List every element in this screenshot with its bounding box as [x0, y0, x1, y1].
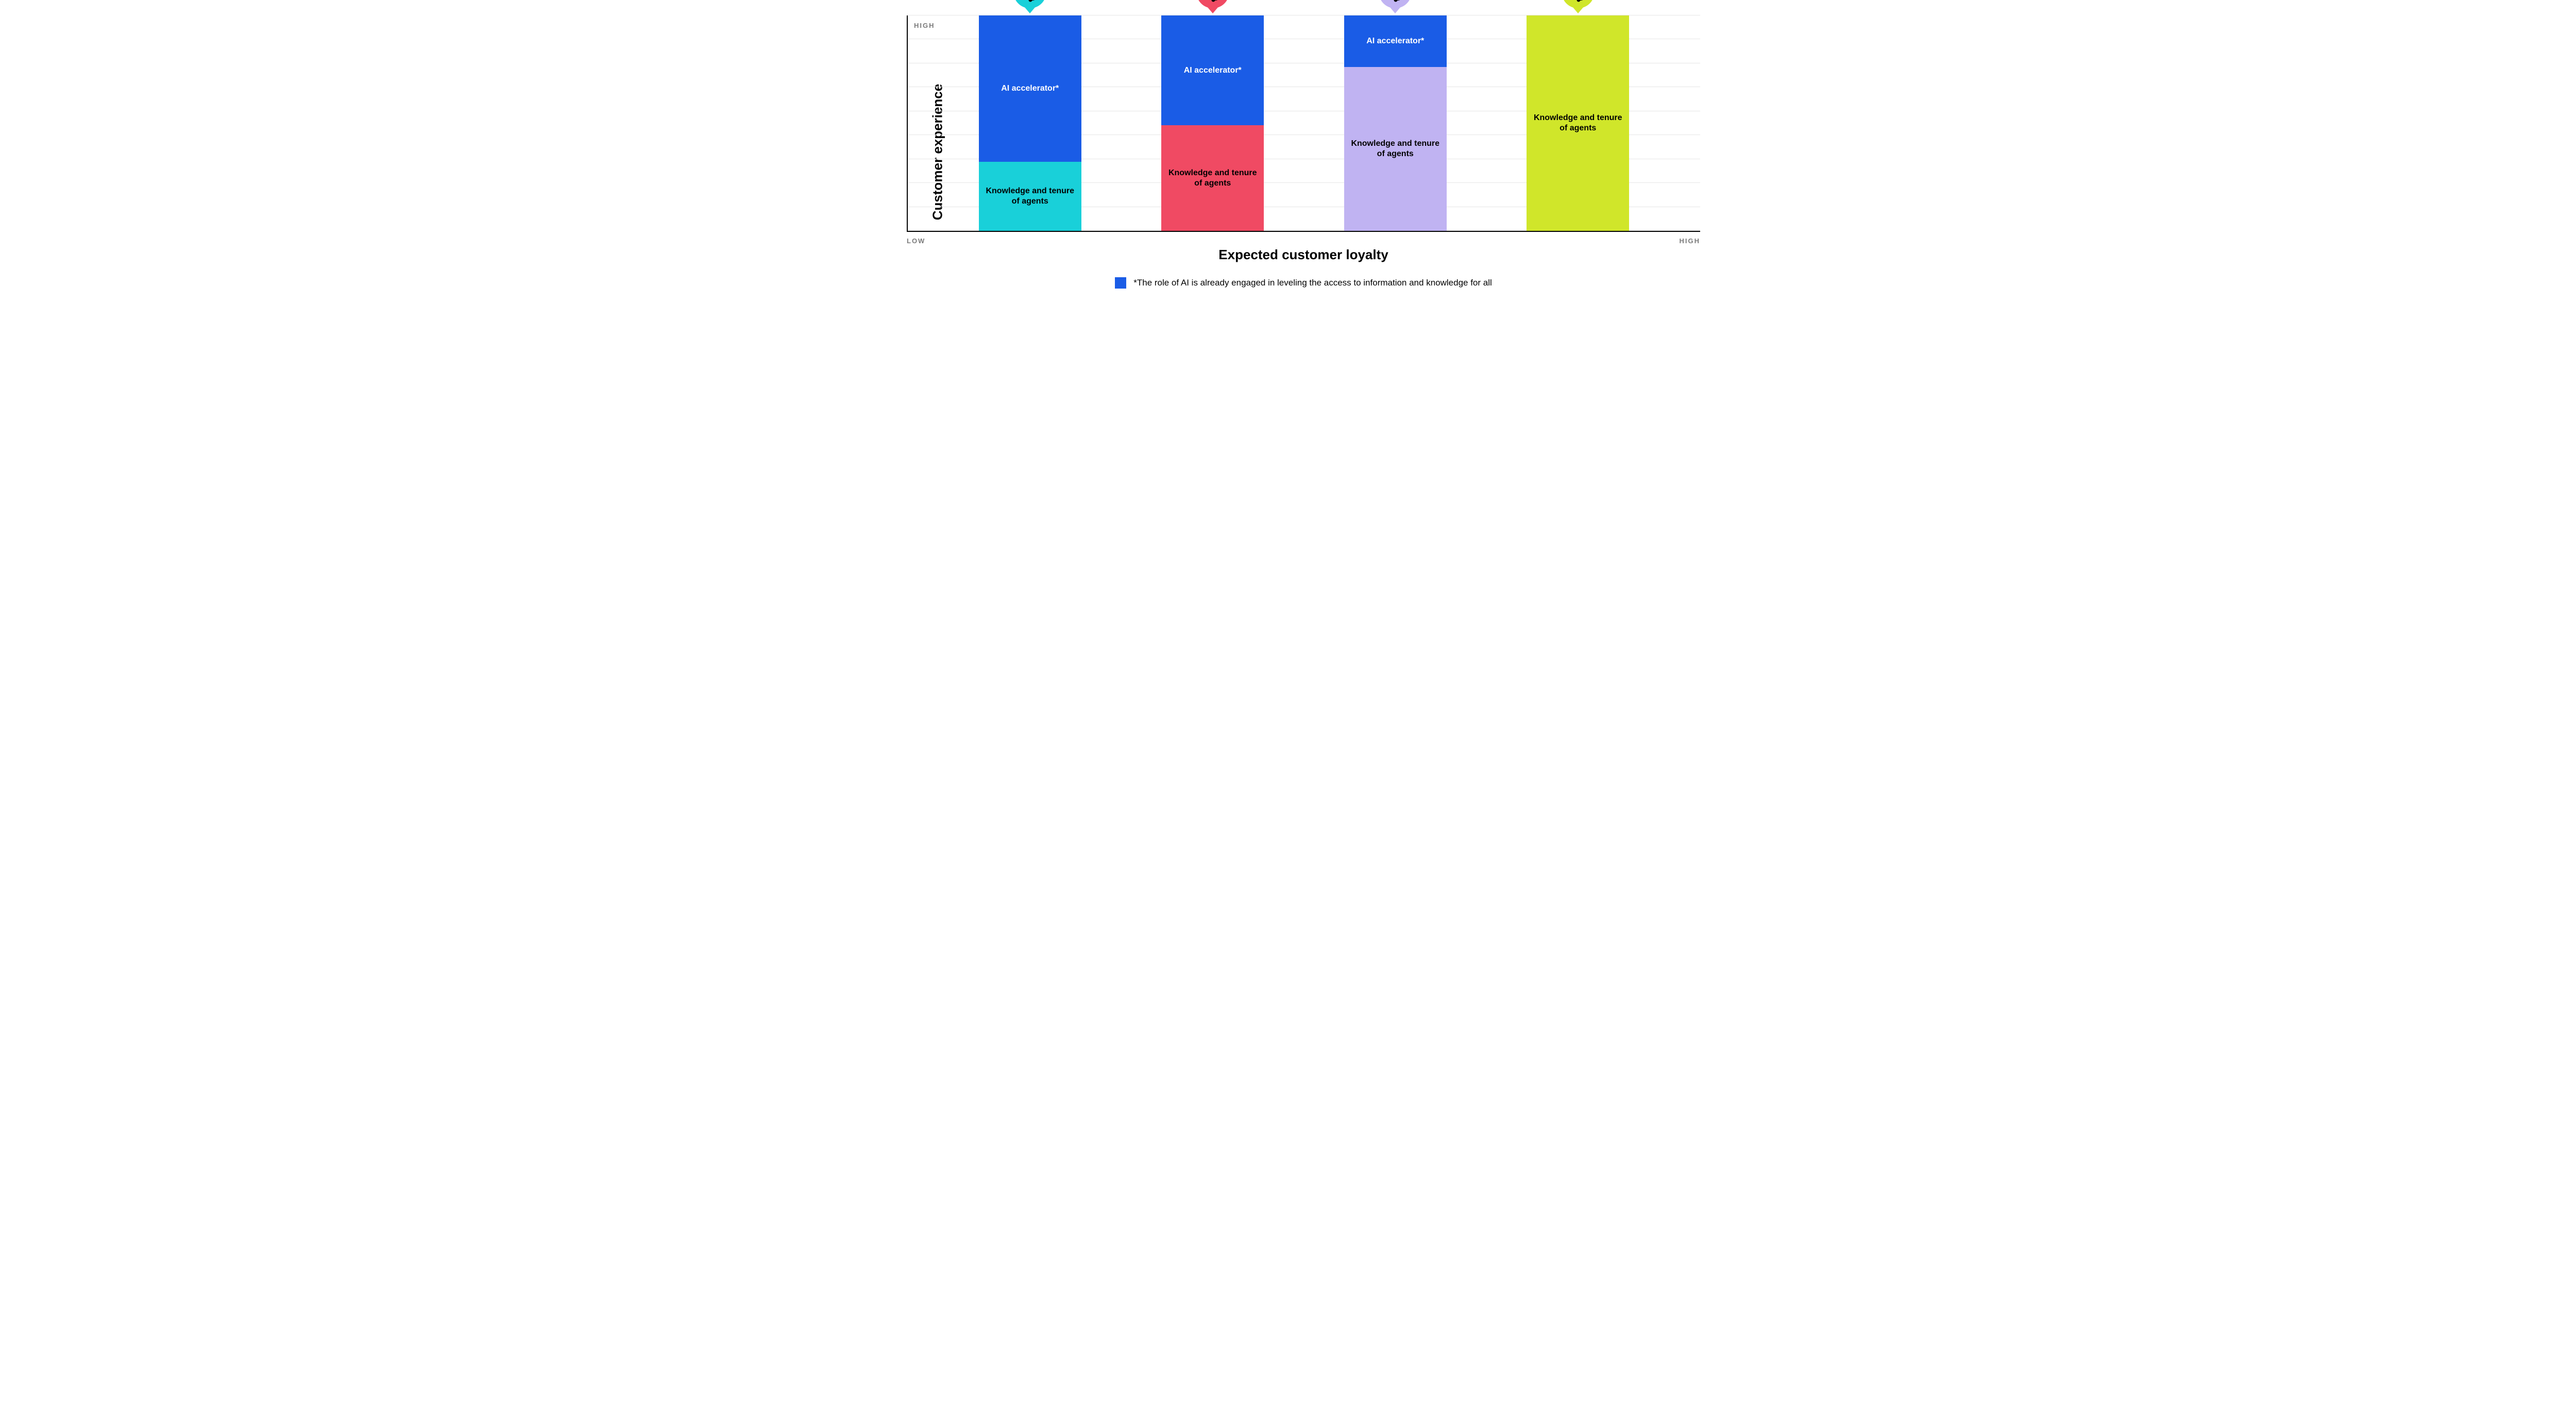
bar-column: AI accelerator*Knowledge and tenure of a… [979, 15, 1081, 231]
bars-row: AI accelerator*Knowledge and tenure of a… [908, 15, 1700, 231]
bar-column: AI accelerator*Knowledge and tenure of a… [1161, 15, 1264, 231]
knowledge-tenure-segment: Knowledge and tenure of agents [1161, 125, 1264, 231]
footnote: *The role of AI is already engaged in le… [907, 277, 1700, 289]
ai-accelerator-segment: AI accelerator* [1161, 15, 1264, 125]
headset-marker-icon [1196, 0, 1229, 13]
knowledge-tenure-segment: Knowledge and tenure of agents [1527, 15, 1629, 231]
headset-marker-icon [1013, 0, 1046, 13]
footnote-swatch [1115, 277, 1126, 289]
headset-marker-icon [1562, 0, 1595, 13]
knowledge-tenure-segment: Knowledge and tenure of agents [1344, 67, 1447, 231]
bar-column: AI accelerator*Knowledge and tenure of a… [1344, 15, 1447, 231]
x-axis-low-label: LOW [907, 237, 925, 245]
bar-column: Knowledge and tenure of agents [1527, 15, 1629, 231]
plot-area: HIGH AI accelerator*Knowledge and tenure… [907, 15, 1700, 232]
headset-marker-icon [1379, 0, 1412, 13]
x-axis-scale: LOW HIGH [907, 237, 1700, 245]
ai-accelerator-segment: AI accelerator* [1344, 15, 1447, 67]
ai-accelerator-segment: AI accelerator* [979, 15, 1081, 162]
x-axis-high-label: HIGH [1680, 237, 1701, 245]
chart-container: Customer experience HIGH AI accelerator*… [876, 15, 1700, 289]
knowledge-tenure-segment: Knowledge and tenure of agents [979, 162, 1081, 231]
x-axis-label: Expected customer loyalty [907, 247, 1700, 263]
footnote-text: *The role of AI is already engaged in le… [1133, 278, 1492, 288]
